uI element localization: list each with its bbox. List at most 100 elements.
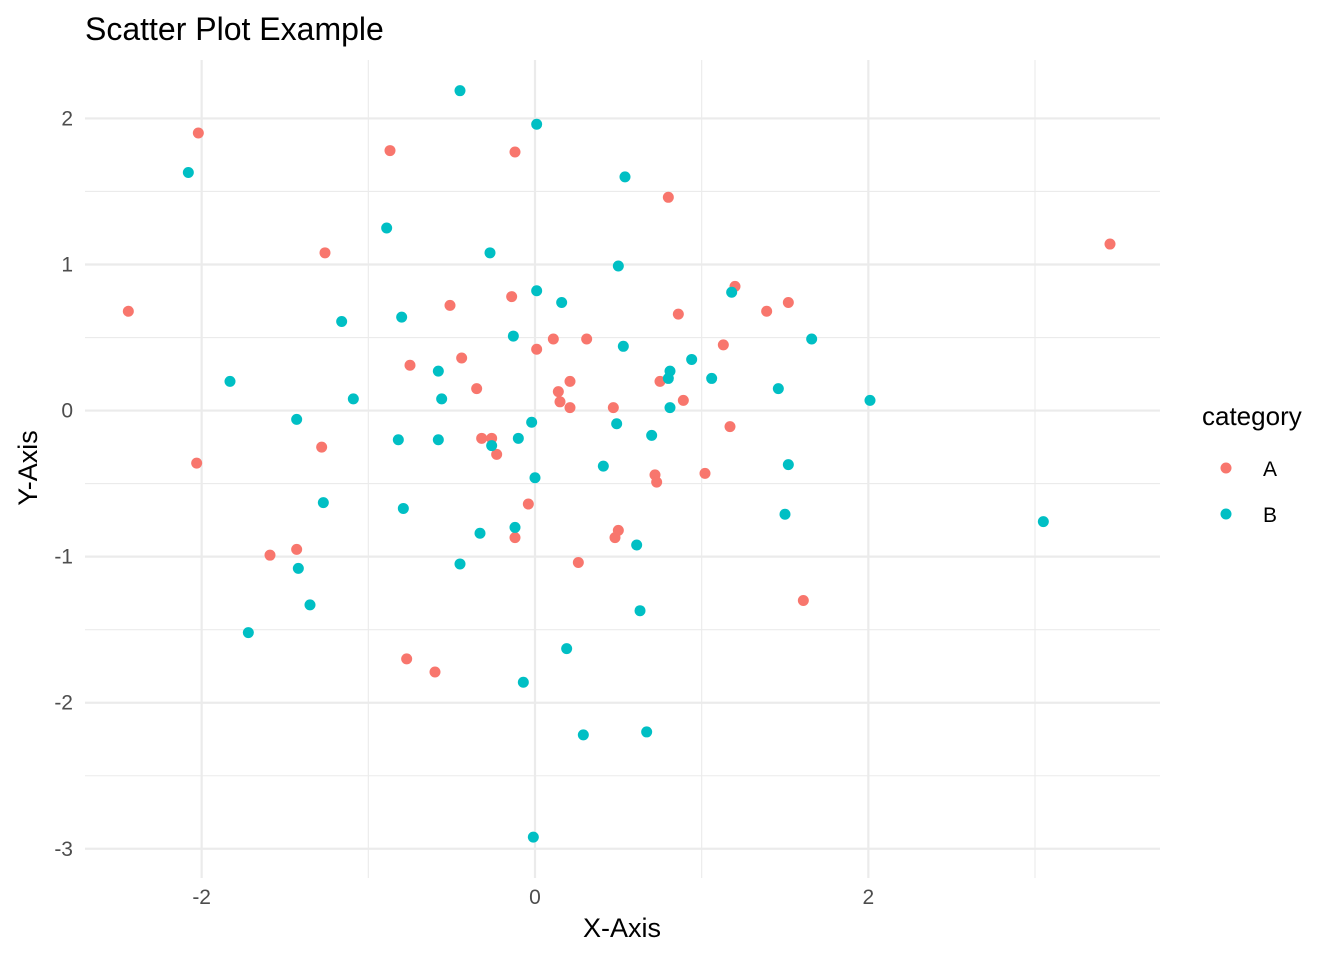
y-tick-label: 1 xyxy=(61,254,73,277)
data-point xyxy=(664,402,676,414)
data-point xyxy=(664,365,676,377)
data-point xyxy=(191,457,203,469)
y-axis-ticks: -3 -2 -1 0 1 2 xyxy=(54,107,73,860)
data-point xyxy=(651,476,663,488)
y-tick-label: -2 xyxy=(54,692,73,715)
data-point xyxy=(617,340,629,352)
legend-label-B: B xyxy=(1263,504,1277,527)
data-point xyxy=(192,127,204,139)
data-point xyxy=(432,434,444,446)
chart-title: Scatter Plot Example xyxy=(85,11,384,47)
data-point xyxy=(577,729,589,741)
data-point xyxy=(182,166,194,178)
data-point xyxy=(471,383,483,395)
legend-title: category xyxy=(1202,401,1302,431)
data-point xyxy=(506,291,518,303)
data-point xyxy=(864,394,876,406)
y-tick-label: 0 xyxy=(61,400,73,423)
y-axis-title: Y-Axis xyxy=(13,430,43,506)
data-point xyxy=(397,502,409,514)
data-point xyxy=(454,85,466,97)
data-point xyxy=(1104,238,1116,250)
x-tick-label: -2 xyxy=(192,886,211,909)
data-point xyxy=(529,472,541,484)
data-point xyxy=(509,532,521,544)
data-point xyxy=(554,396,566,408)
data-point xyxy=(572,556,584,568)
data-point xyxy=(336,315,348,327)
data-point xyxy=(517,676,529,688)
data-point xyxy=(432,365,444,377)
data-point xyxy=(561,643,573,655)
legend-items: AB xyxy=(1220,458,1277,527)
data-point xyxy=(491,448,503,460)
data-point xyxy=(474,527,486,539)
data-point xyxy=(507,330,519,342)
data-point xyxy=(631,539,643,551)
x-axis-ticks: -2 0 2 xyxy=(192,886,874,909)
data-point xyxy=(522,498,534,510)
data-point xyxy=(264,549,276,561)
legend-key-A xyxy=(1220,462,1232,474)
legend: category AB xyxy=(1202,401,1302,527)
data-point xyxy=(319,247,331,259)
data-point xyxy=(316,441,328,453)
data-point xyxy=(634,605,646,617)
data-point xyxy=(556,296,568,308)
data-point xyxy=(486,440,498,452)
data-point xyxy=(686,353,698,365)
data-point xyxy=(797,594,809,606)
data-point xyxy=(527,831,539,843)
data-point xyxy=(782,459,794,471)
x-tick-label: 2 xyxy=(862,886,874,909)
data-point xyxy=(619,171,631,183)
data-point xyxy=(476,432,488,444)
series-A xyxy=(122,127,1116,678)
data-point xyxy=(772,383,784,395)
data-point xyxy=(662,191,674,203)
data-point xyxy=(806,333,818,345)
data-point xyxy=(292,562,304,574)
data-point xyxy=(444,299,456,311)
data-point xyxy=(291,543,303,555)
data-point xyxy=(392,434,404,446)
data-point xyxy=(597,460,609,472)
data-point xyxy=(724,421,736,433)
data-points xyxy=(122,85,1116,843)
data-point xyxy=(726,286,738,298)
data-point xyxy=(404,359,416,371)
data-point xyxy=(612,260,624,272)
data-point xyxy=(552,386,564,398)
y-tick-label: -3 xyxy=(54,838,73,861)
data-point xyxy=(564,375,576,387)
data-point xyxy=(564,402,576,414)
data-point xyxy=(654,375,666,387)
data-point xyxy=(509,146,521,158)
data-point xyxy=(454,558,466,570)
data-point xyxy=(291,413,303,425)
data-point xyxy=(122,305,134,317)
x-tick-label: 0 xyxy=(529,886,541,909)
x-axis-title: X-Axis xyxy=(583,913,661,943)
data-point xyxy=(581,333,593,345)
data-point xyxy=(717,339,729,351)
data-point xyxy=(526,416,538,428)
data-point xyxy=(224,375,236,387)
data-point xyxy=(547,333,559,345)
data-point xyxy=(782,296,794,308)
data-point xyxy=(607,402,619,414)
data-point xyxy=(429,666,441,678)
grid-lines xyxy=(85,60,1160,878)
data-point xyxy=(396,311,408,323)
y-tick-label: 2 xyxy=(61,107,73,130)
data-point xyxy=(612,524,624,536)
data-point xyxy=(436,393,448,405)
y-tick-label: -1 xyxy=(54,546,73,569)
data-point xyxy=(1037,516,1049,528)
data-point xyxy=(531,285,543,297)
data-point xyxy=(646,429,658,441)
data-point xyxy=(384,145,396,157)
data-point xyxy=(317,497,329,509)
data-point xyxy=(641,726,653,738)
